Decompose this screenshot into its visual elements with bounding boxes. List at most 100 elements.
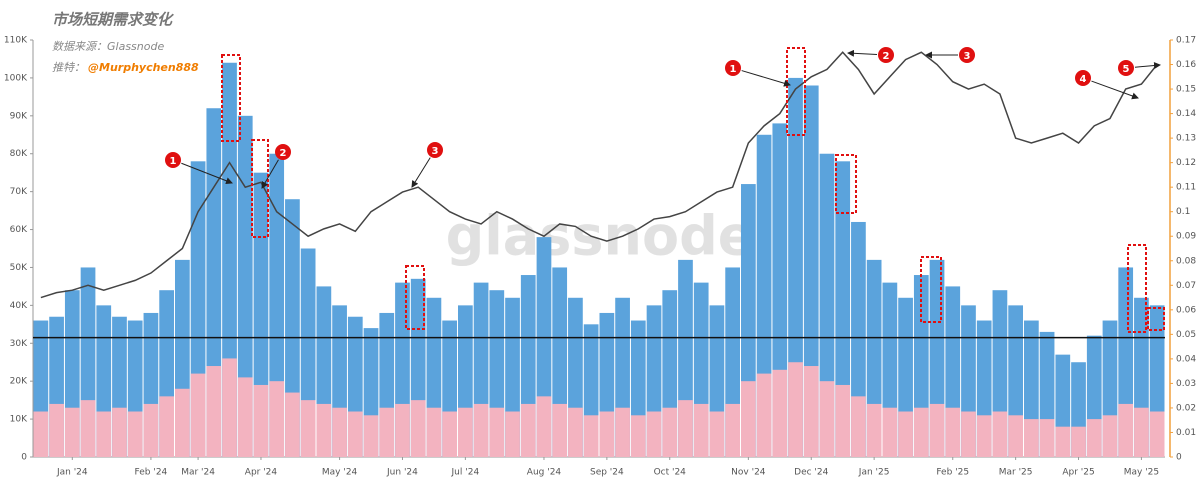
bar: [347, 411, 363, 457]
bar: [505, 411, 520, 457]
bar: [442, 411, 457, 457]
twitter-handle: @Murphychen888: [88, 61, 199, 74]
bar: [803, 85, 819, 457]
x-tick-label: Jul '24: [451, 468, 480, 478]
bar: [709, 411, 725, 457]
y2-tick-label: 0.13: [1176, 134, 1196, 144]
bar: [866, 403, 882, 457]
bar: [316, 403, 332, 457]
bar: [285, 392, 300, 457]
annotation-arrow: [741, 70, 791, 87]
bar: [898, 411, 913, 457]
x-tick-label: Aug '24: [527, 468, 562, 478]
annotation-label: 5: [1123, 64, 1130, 75]
y2-tick-label: 0.02: [1176, 403, 1196, 413]
annotation-label: 4: [1080, 74, 1087, 85]
bar: [395, 403, 410, 457]
bar: [332, 407, 347, 457]
y-tick-label: 30K: [10, 339, 28, 349]
bar: [269, 381, 285, 457]
annotation-arrow: [1134, 62, 1161, 70]
bar: [615, 407, 630, 457]
plot-area: 0 10K 20K 30K 40K 50K 60K 70K 80K 90K 100K 110K 0 0.0…: [4, 36, 1196, 478]
annotation-arrow: [1091, 80, 1139, 100]
annotation-label: 2: [280, 148, 287, 159]
bar: [1102, 415, 1118, 457]
bar: [127, 411, 143, 457]
bar: [662, 407, 678, 457]
y-tick-label: 40K: [10, 301, 28, 311]
annotation-marker: [725, 60, 741, 76]
annotation-label: 3: [432, 146, 439, 157]
y2-tick-label: 0.15: [1176, 85, 1196, 95]
bar: [882, 407, 898, 457]
bar: [237, 115, 253, 458]
watermark: glassnode: [446, 205, 755, 268]
x-tick-label: Mar '24: [181, 468, 215, 478]
annotation-label: 3: [964, 51, 971, 62]
annotation-marker: [427, 142, 443, 158]
y2-tick-label: 0.1: [1176, 207, 1190, 217]
highlight-box: [221, 54, 241, 142]
bar: [1118, 403, 1134, 457]
bar: [1134, 407, 1149, 457]
bar: [772, 369, 788, 457]
bar: [756, 373, 772, 457]
annotation-marker: [959, 47, 975, 63]
bar: [1039, 419, 1055, 457]
bar: [112, 407, 127, 457]
x-tick-label: Dec '24: [794, 468, 828, 478]
bar: [410, 400, 426, 457]
bar: [1008, 415, 1023, 457]
bar: [693, 403, 709, 457]
bar: [237, 377, 253, 457]
line: [40, 51, 1158, 299]
x-tick-label: May '25: [1124, 468, 1159, 478]
bar: [961, 411, 976, 457]
bar: [426, 407, 442, 457]
bar: [583, 415, 599, 457]
bar: [599, 411, 615, 457]
y2-tick-label: 0.03: [1176, 379, 1196, 389]
bar: [473, 403, 489, 457]
y-tick-label: 10K: [10, 415, 28, 425]
bar: [913, 407, 929, 457]
bar: [1055, 426, 1071, 457]
bar: [630, 415, 646, 457]
y2-tick-label: 0.17: [1176, 36, 1196, 46]
bar: [568, 407, 583, 457]
highlight-box: [786, 47, 806, 136]
bar: [489, 407, 505, 457]
x-tick-label: Jan '25: [858, 468, 890, 478]
y-tick-label: 70K: [10, 187, 28, 197]
chart-title: 市场短期需求变化: [52, 11, 174, 29]
annotation-label: 1: [730, 64, 737, 75]
x-tick-label: Mar '25: [999, 468, 1033, 478]
y2-tick-label: 0.16: [1176, 60, 1196, 70]
bar: [741, 381, 756, 457]
twitter-prefix: 推特：: [52, 61, 85, 74]
y-tick-label: 90K: [10, 111, 28, 121]
y2-tick-label: 0.14: [1176, 109, 1196, 119]
annotation-label: 1: [170, 156, 177, 167]
annotation-marker: [1118, 60, 1134, 76]
x-tick-label: Jun '24: [386, 468, 418, 478]
y-tick-label: 60K: [10, 225, 28, 235]
bar: [96, 411, 112, 457]
x-tick-label: Oct '24: [654, 468, 687, 478]
annotation-label: 2: [883, 51, 890, 62]
annotation-marker: [165, 152, 181, 168]
y-tick-label: 20K: [10, 377, 28, 387]
bar: [379, 407, 395, 457]
bar: [851, 396, 866, 457]
bar: [835, 384, 851, 457]
bar: [552, 403, 568, 457]
bar: [678, 400, 693, 457]
bar: [363, 415, 379, 457]
bar: [64, 407, 80, 457]
y2-tick-label: 0.07: [1176, 281, 1196, 291]
y2-tick-label: 0.01: [1176, 428, 1196, 438]
bar: [819, 381, 835, 457]
annotation-arrow: [847, 49, 878, 57]
